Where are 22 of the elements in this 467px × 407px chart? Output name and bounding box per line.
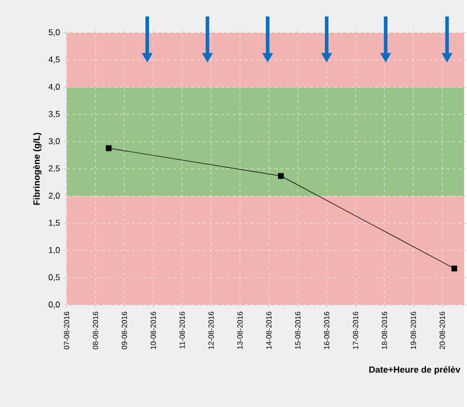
point	[262, 52, 274, 62]
point	[451, 265, 458, 272]
point	[380, 52, 392, 62]
y-tick-label: 0,5	[48, 274, 60, 282]
y-tick-label: 4,5	[48, 56, 60, 64]
y-tick-label: 3,0	[48, 138, 60, 146]
y-tick-label: 3,5	[48, 110, 60, 118]
point	[442, 52, 452, 62]
point	[202, 52, 213, 62]
point	[321, 52, 332, 62]
y-axis-title: Fibrinogène (g/L)	[33, 132, 42, 205]
y-tick-label: 1,0	[48, 246, 60, 254]
point	[106, 145, 112, 151]
x-axis-title: Date+Heure de prélèv	[369, 366, 460, 374]
y-tick-label: 4,0	[48, 84, 60, 91]
y-tick-label: 0,0	[48, 301, 60, 308]
y-tick-label: 5,0	[48, 29, 60, 36]
point	[278, 172, 284, 179]
y-tick-label: 2,0	[48, 192, 60, 200]
point	[142, 52, 153, 62]
y-tick-label: 2,5	[48, 165, 60, 172]
y-tick-label: 1,5	[48, 220, 60, 227]
